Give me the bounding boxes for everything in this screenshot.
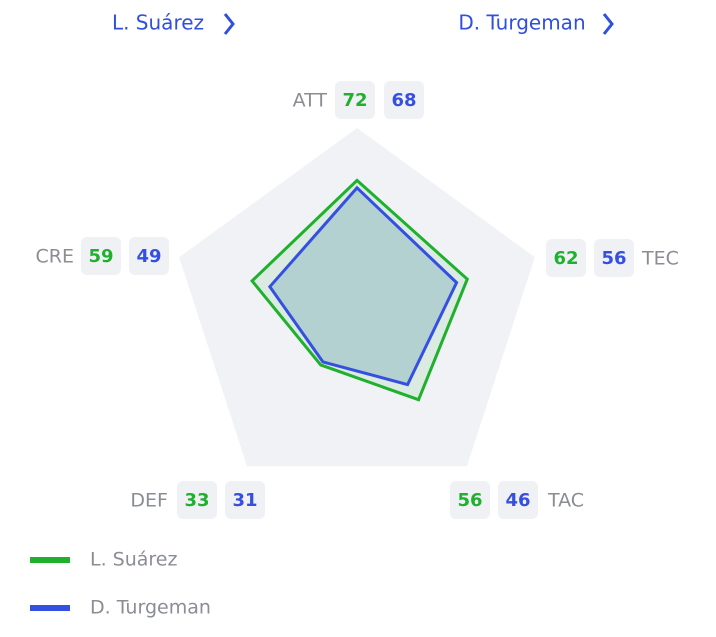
value-box: [594, 239, 634, 277]
radar-background: [179, 128, 535, 467]
value-label: 62: [553, 248, 578, 269]
value-box: [384, 81, 424, 119]
value-label: 56: [457, 490, 482, 511]
value-box: [225, 481, 265, 519]
axis-label: TAC: [547, 490, 584, 512]
legend-label: D. Turgeman: [90, 597, 211, 619]
value-label: 33: [184, 490, 209, 511]
legend-label: L. Suárez: [90, 549, 177, 571]
value-label: 72: [342, 90, 367, 111]
value-label: 56: [601, 248, 626, 269]
axis-label: ATT: [293, 90, 328, 112]
value-box: [81, 237, 121, 275]
axis-label: DEF: [130, 490, 168, 512]
value-box: [450, 481, 490, 519]
value-label: 59: [88, 246, 113, 267]
value-box: [498, 481, 538, 519]
value-box: [546, 239, 586, 277]
value-label: 68: [391, 90, 416, 111]
radar-area: [250, 178, 470, 402]
value-box: [177, 481, 217, 519]
value-label: 46: [505, 490, 530, 511]
player-link[interactable]: L. Suárez: [112, 11, 204, 35]
axis-label: CRE: [36, 246, 74, 268]
chevron: [223, 13, 235, 35]
value-box: [129, 237, 169, 275]
axis-label: TEC: [641, 248, 679, 270]
radar-area: [267, 185, 459, 387]
value-box: [335, 81, 375, 119]
value-label: 49: [136, 246, 161, 267]
value-label: 31: [232, 490, 257, 511]
player-link[interactable]: D. Turgeman: [458, 11, 585, 35]
chevron: [602, 13, 614, 35]
